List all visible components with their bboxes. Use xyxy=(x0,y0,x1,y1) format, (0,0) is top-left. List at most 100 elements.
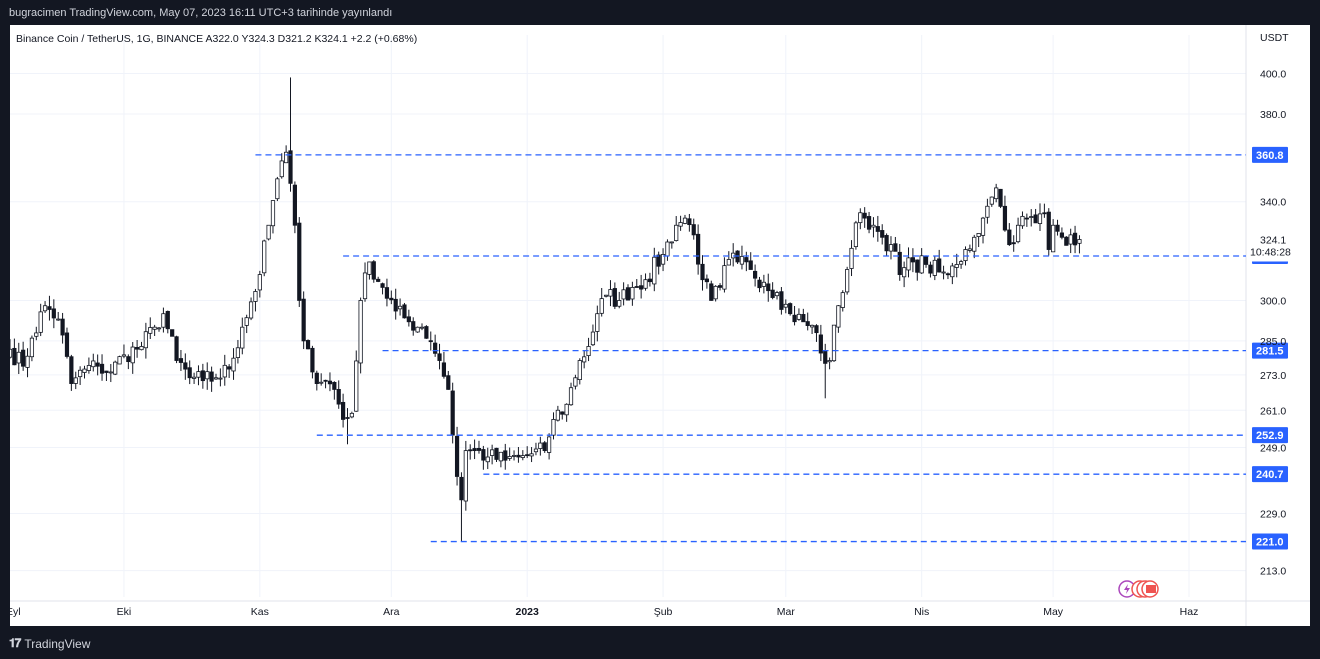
candle-body xyxy=(29,337,35,358)
candle-body xyxy=(240,326,245,349)
candle-body xyxy=(292,184,297,226)
candle-body xyxy=(56,318,61,321)
candle-body xyxy=(301,298,306,342)
candle-body xyxy=(64,332,70,357)
price-tick-label: 340.0 xyxy=(1260,197,1286,209)
candle-body xyxy=(1015,224,1021,243)
candle-body xyxy=(148,327,153,334)
time-tick-label: 2023 xyxy=(516,606,540,618)
candle-body xyxy=(511,455,517,457)
time-tick-label: Eyl xyxy=(10,606,21,618)
candle-body xyxy=(634,286,639,288)
candle-body xyxy=(831,324,837,362)
last-price-bg xyxy=(1248,231,1310,262)
candle-body xyxy=(472,448,477,452)
candle-body xyxy=(1024,217,1029,220)
candle-body xyxy=(270,200,276,227)
candle-body xyxy=(766,283,771,292)
candle-body xyxy=(200,370,205,382)
publish-caption: bugracimen TradingView.com, May 07, 2023… xyxy=(9,7,393,19)
candle-body xyxy=(915,259,920,273)
candle-body xyxy=(99,363,105,374)
chart-panel[interactable]: 360.8317.4281.5252.9240.7221.0400.0380.0… xyxy=(10,25,1310,626)
candle-body xyxy=(1011,242,1016,245)
candle-body xyxy=(38,311,43,333)
candle-body xyxy=(187,367,192,379)
level-label: 281.5 xyxy=(1256,346,1284,358)
candle-body xyxy=(853,222,859,248)
candle-body xyxy=(380,283,385,288)
candle-body xyxy=(643,279,648,289)
candle-body xyxy=(941,271,946,274)
candle-body xyxy=(959,261,964,265)
candle-body xyxy=(1037,213,1043,225)
candle-body xyxy=(415,326,420,333)
candle-body xyxy=(582,356,587,363)
candle-body xyxy=(840,292,845,308)
candle-body xyxy=(818,334,823,354)
lightning-icon xyxy=(1124,584,1130,594)
candle-body xyxy=(923,255,929,265)
level-label-bg xyxy=(1252,146,1288,163)
candle-body xyxy=(551,419,556,436)
candle-body xyxy=(411,321,416,331)
price-tick-label: 229.0 xyxy=(1260,508,1286,520)
candle-body xyxy=(788,303,793,315)
candle-body xyxy=(696,233,701,265)
time-tick-label: Mar xyxy=(777,606,796,618)
last-price-label: 324.1 xyxy=(1260,234,1286,246)
candle-body xyxy=(875,226,880,232)
candle-body xyxy=(441,362,447,377)
candle-body xyxy=(354,360,359,412)
candle-body xyxy=(669,241,674,244)
candle-body xyxy=(525,454,530,457)
candle-body xyxy=(757,279,762,289)
candle-body xyxy=(845,269,850,293)
candle-body xyxy=(1072,232,1078,246)
candlestick-chart[interactable]: 360.8317.4281.5252.9240.7221.0400.0380.0… xyxy=(10,25,1310,626)
candle-body xyxy=(809,324,815,328)
candle-body xyxy=(253,291,258,302)
candle-body xyxy=(297,222,302,301)
candle-body xyxy=(16,351,21,364)
candle-body xyxy=(998,188,1003,207)
price-tick-label: 249.0 xyxy=(1260,442,1286,454)
candle-body xyxy=(257,274,262,291)
price-tick-label: 213.0 xyxy=(1260,566,1286,578)
candle-body xyxy=(1002,205,1008,231)
candle-body xyxy=(980,217,986,236)
candle-body xyxy=(437,353,442,361)
candle-body xyxy=(178,358,184,363)
candle-body xyxy=(954,264,959,268)
candle-body xyxy=(827,360,832,363)
price-tick-label: 380.0 xyxy=(1260,109,1286,121)
candle-body xyxy=(717,285,723,288)
candle-body xyxy=(288,150,293,184)
candle-body xyxy=(967,248,972,251)
level-label: 360.8 xyxy=(1256,150,1284,162)
tradingview-footer[interactable]: 𝟏𝟕 TradingView xyxy=(9,636,90,651)
candle-body xyxy=(516,454,521,458)
candle-body xyxy=(888,244,894,252)
candle-body xyxy=(932,259,937,276)
level-label-bg xyxy=(1252,533,1288,550)
candle-body xyxy=(836,305,841,328)
time-tick-label: Eki xyxy=(117,606,132,618)
candle-body xyxy=(744,257,749,263)
candle-body xyxy=(625,287,631,301)
candle-body xyxy=(660,254,666,265)
candle-body xyxy=(652,256,657,285)
candle-body xyxy=(73,377,78,384)
candle-body xyxy=(801,314,806,323)
candle-body xyxy=(674,224,679,241)
candle-body xyxy=(428,340,433,343)
candle-body xyxy=(284,151,289,164)
candle-body xyxy=(687,218,692,226)
level-label: 252.9 xyxy=(1256,430,1284,442)
candle-body xyxy=(897,251,902,275)
level-label-bg xyxy=(1252,342,1288,359)
candle-body xyxy=(143,331,148,349)
candle-body xyxy=(235,347,241,358)
candle-body xyxy=(371,261,376,280)
candle-body xyxy=(902,267,907,278)
